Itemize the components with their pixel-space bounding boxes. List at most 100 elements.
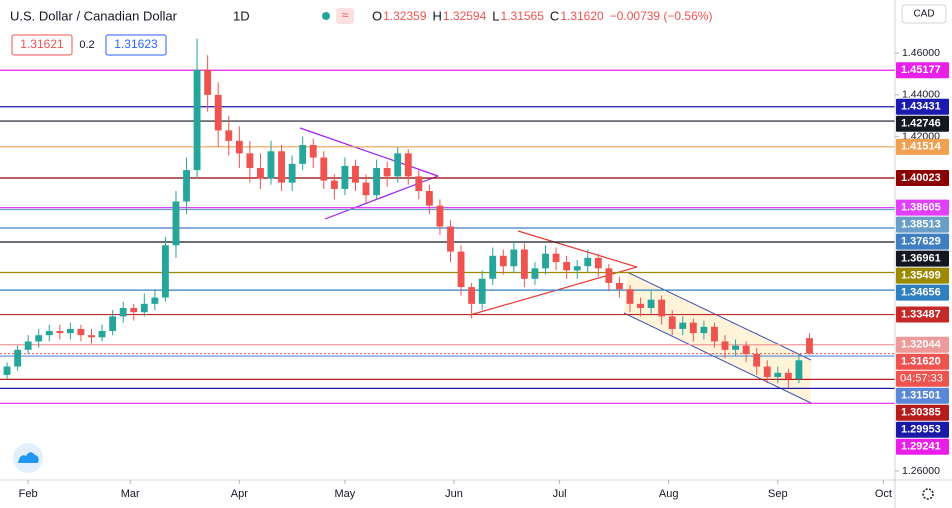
buy-price: 1.31623 <box>114 37 158 51</box>
level-label: 1.35499 <box>901 270 941 282</box>
candle-body <box>668 316 676 329</box>
candle-body <box>330 180 338 189</box>
x-tick-label: Aug <box>659 488 679 500</box>
candle-body <box>88 335 95 338</box>
status-icon <box>336 8 354 24</box>
level-label-box <box>896 267 949 284</box>
candle-body <box>457 251 465 288</box>
candle-body <box>795 360 803 380</box>
x-tick-label: Jul <box>553 488 567 500</box>
spread: 0.2 <box>79 39 94 51</box>
candle-body <box>225 130 233 141</box>
candle-body <box>172 201 180 246</box>
candle-body <box>267 151 275 179</box>
candle-body <box>288 163 296 183</box>
candle-body <box>130 308 138 313</box>
candle-body <box>552 253 560 263</box>
candle-body <box>447 226 454 252</box>
candle-body <box>235 140 243 154</box>
ohlc-value: 1.32594 <box>443 9 487 23</box>
x-tick-label: May <box>335 488 356 500</box>
level-label-box <box>896 115 949 132</box>
candle-body <box>257 168 264 179</box>
y-tick-label: 1.44000 <box>902 89 940 101</box>
candle-body <box>35 335 43 342</box>
candle-body <box>573 266 581 271</box>
candle-body <box>647 299 655 309</box>
x-tick-label: Feb <box>19 488 38 500</box>
candle-body <box>626 289 634 304</box>
candle-body <box>510 249 518 267</box>
settings-icon[interactable] <box>922 488 934 500</box>
candle-body <box>689 322 697 334</box>
candle-body <box>341 165 349 189</box>
level-label: 1.33487 <box>901 308 941 320</box>
currency-button[interactable] <box>901 4 947 24</box>
sell-button[interactable] <box>11 34 73 56</box>
level-label-box <box>896 138 949 155</box>
level-label: 1.38513 <box>901 219 941 231</box>
candle-body <box>784 372 792 380</box>
level-label-box <box>896 284 949 301</box>
candle-body <box>246 153 254 169</box>
level-label: 1.30385 <box>901 407 941 419</box>
triangle-line <box>299 127 439 177</box>
candle-body <box>151 297 159 304</box>
ohlc-letter: L <box>492 8 499 23</box>
level-label: 1.31620 <box>901 356 941 368</box>
buy-button[interactable] <box>105 34 167 56</box>
candle-body <box>763 366 771 377</box>
candle-body <box>3 366 11 375</box>
level-label: 1.45177 <box>901 64 941 76</box>
currency: CAD <box>913 9 934 20</box>
candle-body <box>56 331 64 334</box>
level-label-box <box>896 199 949 216</box>
ohlc-value: 1.32359 <box>383 9 427 23</box>
candle-body <box>98 331 106 338</box>
candle-body <box>742 345 750 354</box>
level-label-box <box>896 421 949 438</box>
status-icon-glyph: ≈ <box>342 8 349 22</box>
level-label-box <box>896 387 949 404</box>
candle-body <box>721 341 729 350</box>
channel-line <box>626 271 812 361</box>
level-label-box <box>896 250 949 267</box>
candle-body <box>679 322 687 329</box>
y-tick-label: 1.26000 <box>902 465 940 477</box>
candle-body <box>383 168 391 177</box>
level-label: 1.29241 <box>901 441 941 453</box>
candle-body <box>806 338 813 354</box>
x-tick-label: Sep <box>768 488 788 500</box>
level-label: 1.41514 <box>901 141 942 153</box>
candle-body <box>140 303 148 313</box>
x-tick-label: Apr <box>231 488 248 500</box>
ohlc-letter: O <box>372 8 382 23</box>
level-label: 1.37629 <box>901 236 941 248</box>
x-tick-label: Jun <box>445 488 463 500</box>
level-label-box <box>896 169 949 186</box>
candle-body <box>520 249 528 279</box>
x-tick-label: Oct <box>875 488 892 500</box>
level-label: 1.38605 <box>901 202 941 214</box>
candle-body <box>594 257 602 269</box>
candle-body <box>711 326 718 342</box>
candle-body <box>161 245 169 298</box>
level-label-box <box>896 62 949 79</box>
candle-body <box>214 94 222 131</box>
level-label: 1.31501 <box>901 390 941 402</box>
candle-body <box>531 268 539 279</box>
candle-body <box>478 278 486 304</box>
y-tick-label: 1.46000 <box>902 47 940 59</box>
candle-body <box>14 349 22 367</box>
level-label-box <box>896 438 949 455</box>
ohlc-value: 1.31565 <box>501 9 545 23</box>
candle-body <box>77 328 85 336</box>
candle-body <box>584 257 592 267</box>
candle-body <box>563 262 571 271</box>
ohlc-letter: H <box>433 8 442 23</box>
level-label-box <box>896 216 949 233</box>
candle-body <box>489 255 497 279</box>
countdown: 04:57:33 <box>900 373 943 385</box>
level-label: 1.29953 <box>901 424 941 436</box>
level-label-box <box>896 336 949 353</box>
